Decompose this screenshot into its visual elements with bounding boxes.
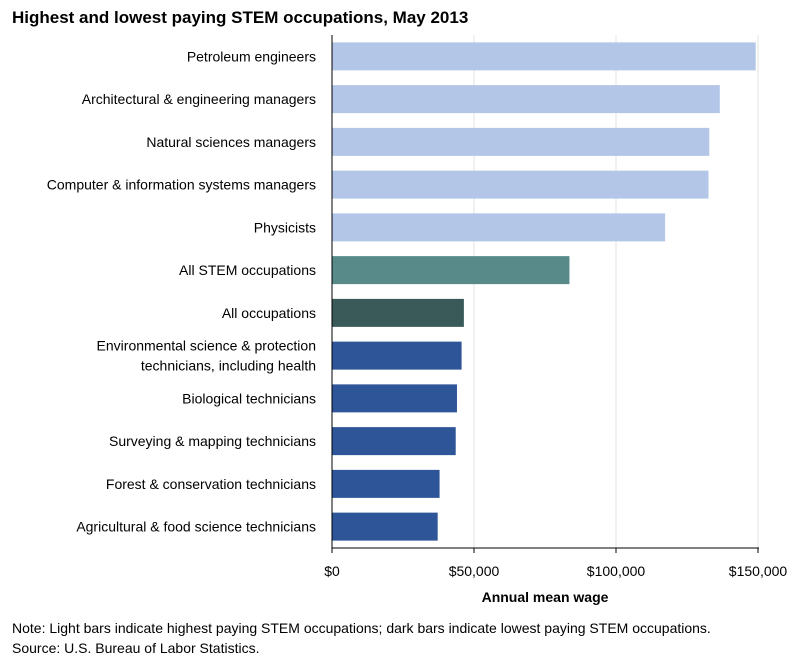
bar bbox=[332, 384, 457, 413]
bar bbox=[332, 127, 710, 156]
bar bbox=[332, 42, 756, 71]
category-label: All occupations bbox=[222, 305, 316, 321]
category-label: Biological technicians bbox=[182, 390, 316, 406]
bar bbox=[332, 170, 709, 199]
bar bbox=[332, 256, 570, 285]
category-label: Physicists bbox=[254, 219, 316, 235]
category-label: Architectural & engineering managers bbox=[82, 91, 316, 107]
category-label: technicians, including health bbox=[141, 358, 316, 374]
category-label: Agricultural & food science technicians bbox=[76, 519, 316, 535]
category-label: Surveying & mapping technicians bbox=[109, 433, 316, 449]
bar bbox=[332, 85, 720, 114]
bar bbox=[332, 298, 464, 327]
x-tick-label: $50,000 bbox=[449, 563, 500, 579]
note-text: Note: Light bars indicate highest paying… bbox=[12, 620, 711, 636]
category-label: Computer & information systems managers bbox=[47, 177, 316, 193]
bar bbox=[332, 213, 666, 242]
bar bbox=[332, 427, 456, 456]
x-tick-label: $150,000 bbox=[729, 563, 788, 579]
source-text: Source: U.S. Bureau of Labor Statistics. bbox=[12, 640, 260, 656]
bar bbox=[332, 512, 438, 541]
bar bbox=[332, 341, 462, 370]
x-tick-label: $0 bbox=[324, 563, 340, 579]
x-axis-label: Annual mean wage bbox=[482, 589, 609, 605]
category-label: Petroleum engineers bbox=[187, 48, 316, 64]
category-label: Forest & conservation technicians bbox=[106, 476, 316, 492]
chart-title: Highest and lowest paying STEM occupatio… bbox=[12, 8, 469, 27]
x-tick-label: $100,000 bbox=[587, 563, 646, 579]
category-label: Environmental science & protection bbox=[97, 338, 316, 354]
bar bbox=[332, 469, 440, 498]
category-label: Natural sciences managers bbox=[146, 134, 316, 150]
chart-note: Note: Light bars indicate highest paying… bbox=[12, 618, 711, 658]
category-label: All STEM occupations bbox=[179, 262, 316, 278]
